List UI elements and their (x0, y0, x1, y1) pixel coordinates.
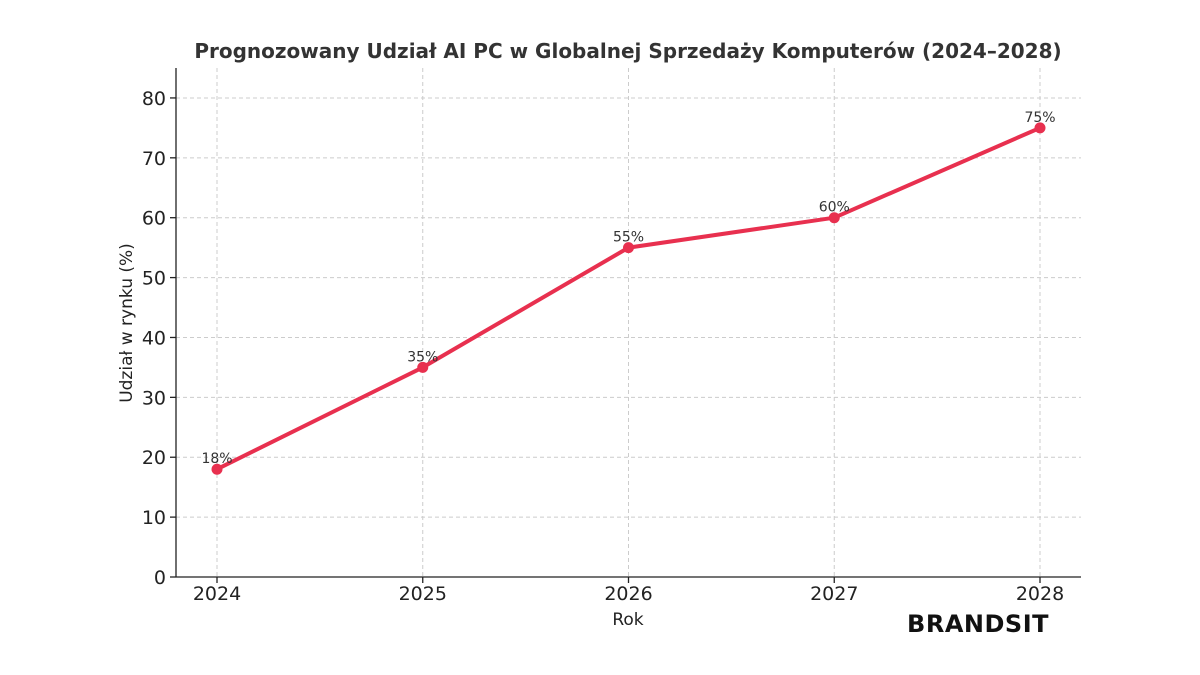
y-tick-label: 20 (142, 447, 166, 469)
data-label: 60% (819, 200, 850, 216)
y-tick-label: 50 (142, 268, 166, 290)
y-tick-label: 30 (142, 387, 166, 409)
data-label: 35% (407, 349, 438, 365)
x-tick-label: 2024 (193, 583, 241, 605)
data-label: 18% (201, 451, 232, 467)
x-axis-label: Rok (612, 610, 643, 630)
x-tick-label: 2028 (1016, 583, 1064, 605)
x-tick-label: 2025 (399, 583, 447, 605)
chart-title: Prognozowany Udział AI PC w Globalnej Sp… (194, 39, 1061, 63)
y-tick-label: 10 (142, 507, 166, 529)
data-label: 75% (1024, 110, 1055, 126)
y-tick-label: 60 (142, 208, 166, 230)
data-point (1034, 122, 1046, 134)
grid-layer (176, 68, 1081, 577)
x-tick-label: 2027 (810, 583, 858, 605)
brand-logo: BRANDSIT (907, 610, 1049, 638)
y-tick-label: 80 (142, 88, 166, 110)
y-axis-label: Udział w rynku (%) (117, 243, 137, 403)
y-tick-label: 40 (142, 327, 166, 349)
y-tick-label: 70 (142, 148, 166, 170)
points-layer: 18% 35% 55% 60% 75% (201, 110, 1056, 475)
data-point (417, 361, 429, 373)
data-point (623, 242, 634, 254)
x-tick-label: 2026 (604, 583, 652, 605)
data-label: 55% (613, 230, 644, 246)
y-tick-label: 0 (154, 567, 166, 589)
ticks-layer: 0 10 20 30 40 50 60 70 80 2024 2025 2026 2027 2028 (142, 88, 1064, 605)
data-point (211, 463, 223, 475)
data-point (828, 212, 840, 224)
